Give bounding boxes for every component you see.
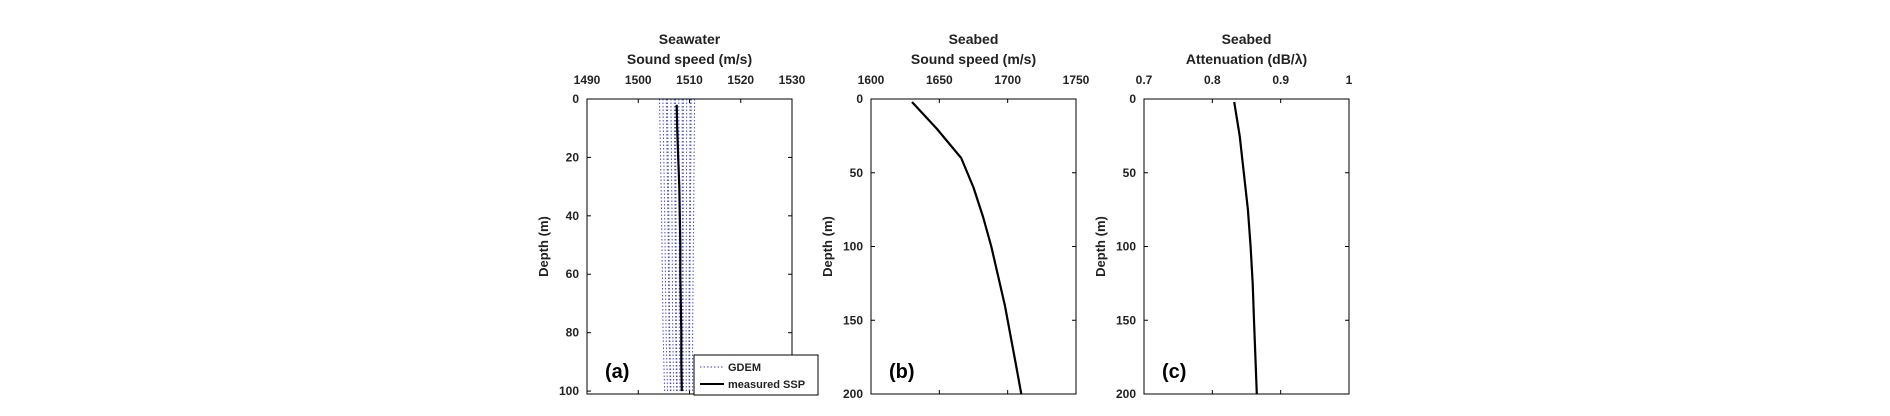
- x-tick-label: 0.7: [1136, 73, 1153, 87]
- gdem-profile-line: [681, 98, 684, 392]
- legend-box: [693, 354, 819, 396]
- y-axis-label: Depth (m): [536, 216, 551, 277]
- y-tick-label: 20: [566, 150, 580, 164]
- y-tick-label: 150: [843, 313, 863, 327]
- y-tick-label: 200: [843, 387, 863, 401]
- plot-frame: [870, 98, 1077, 395]
- gdem-profile-line: [665, 98, 671, 392]
- legend-entry-label: measured SSP: [728, 379, 805, 391]
- profile-line: [1233, 101, 1258, 395]
- panel-b-seabed-sound-speed: Seabed Sound speed (m/s) 1600 1650 1700 1750 0…: [820, 31, 1090, 401]
- x-tick-label: 1700: [994, 73, 1021, 87]
- y-axis-label: Depth (m): [1093, 216, 1108, 277]
- gdem-profile-line: [673, 98, 678, 392]
- y-axis-label: Depth (m): [820, 216, 835, 277]
- gdem-profile-line: [662, 98, 668, 392]
- chart-title-line: Sound speed (m/s): [911, 51, 1036, 67]
- panel-label: (b): [889, 361, 915, 383]
- y-tick-label: 0: [572, 92, 579, 106]
- x-tick-label: 0.8: [1204, 73, 1221, 87]
- y-tick-label: 200: [1116, 387, 1136, 401]
- legend: GDEM measured SSP: [693, 354, 819, 396]
- panel-a-seawater-sound-speed: Seawater Sound speed (m/s) 1490 1500 1510 152…: [536, 31, 819, 398]
- panel-c-seabed-attenuation: Seabed Attenuation (dB/λ) 0.7 0.8 0.9 1 0 50 100…: [1093, 31, 1353, 401]
- plot-frame: [586, 98, 793, 395]
- x-tick-label: 1650: [926, 73, 953, 87]
- y-tick-label: 100: [559, 384, 579, 398]
- gdem-profile-line: [666, 98, 672, 392]
- legend-entry-label: GDEM: [728, 362, 761, 374]
- y-tick-label: 50: [850, 166, 864, 180]
- y-tick-label: 100: [1116, 240, 1136, 254]
- chart-title-line: Seabed: [949, 31, 999, 47]
- y-tick-label: 60: [566, 267, 580, 281]
- gdem-profile-line: [692, 98, 696, 392]
- gdem-profile-line: [659, 98, 666, 392]
- chart-title-line: Attenuation (dB/λ): [1186, 51, 1307, 67]
- x-tick-label: 1750: [1063, 73, 1090, 87]
- x-tick-label: 1520: [727, 73, 754, 87]
- gdem-profile-line: [685, 98, 688, 392]
- y-tick-label: 40: [566, 209, 580, 223]
- x-tick-label: 1490: [574, 73, 601, 87]
- y-tick-label: 0: [856, 92, 863, 106]
- plot-frame: [1143, 98, 1350, 395]
- x-tick-label: 0.9: [1272, 73, 1289, 87]
- y-tick-label: 50: [1123, 166, 1137, 180]
- y-tick-label: 0: [1129, 92, 1136, 106]
- chart-title-line: Sound speed (m/s): [627, 51, 752, 67]
- panel-label: (c): [1162, 361, 1186, 383]
- x-tick-label: 1600: [858, 73, 885, 87]
- y-tick-label: 100: [843, 240, 863, 254]
- gdem-profile-line: [689, 98, 692, 392]
- x-tick-label: 1530: [779, 73, 806, 87]
- profile-line: [675, 104, 683, 392]
- x-tick-label: 1510: [676, 73, 703, 87]
- gdem-profile-line: [670, 98, 675, 392]
- y-tick-label: 150: [1116, 313, 1136, 327]
- chart-title-line: Seawater: [659, 31, 721, 47]
- chart-title-line: Seabed: [1222, 31, 1272, 47]
- gdem-profile-line: [688, 98, 691, 392]
- x-tick-label: 1500: [625, 73, 652, 87]
- x-tick-label: 1: [1346, 73, 1353, 87]
- y-tick-label: 80: [566, 326, 580, 340]
- gdem-profile-line: [674, 98, 678, 392]
- profile-line: [911, 101, 1023, 395]
- panel-label: (a): [605, 361, 629, 383]
